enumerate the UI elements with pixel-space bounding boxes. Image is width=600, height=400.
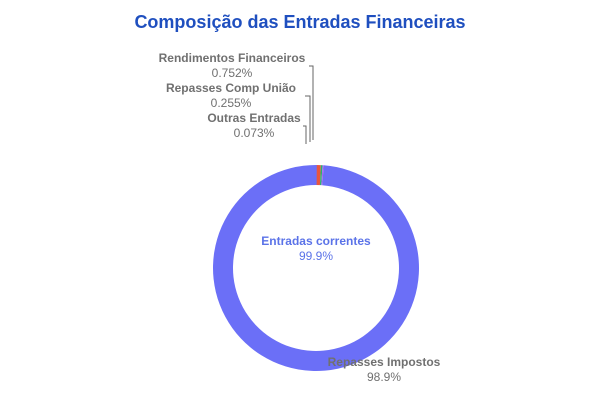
label-repasses-comp-uniao: Repasses Comp União [166, 81, 296, 95]
leader-rendimentos-financeiros [309, 65, 314, 140]
value-outras-entradas: 0.073% [234, 126, 275, 140]
slice-repasses-comp-uniao [319, 165, 323, 186]
slices-layer [212, 164, 419, 371]
label-outras-entradas: Outras Entradas [207, 111, 301, 125]
chart-title: Composição das Entradas Financeiras [134, 12, 466, 32]
value-rendimentos-financeiros: 0.752% [212, 66, 253, 80]
leader-lines [303, 65, 314, 144]
label-rendimentos-financeiros: Rendimentos Financeiros [159, 51, 306, 65]
label-repasses-impostos: Repasses Impostos [328, 355, 441, 369]
slice-rendimentos-financeiros [316, 165, 321, 186]
value-repasses-impostos: 98.9% [367, 370, 401, 384]
center-label: Entradas correntes [261, 234, 371, 248]
leader-outras-entradas [303, 125, 307, 144]
center-value: 99.9% [299, 249, 333, 263]
slice-repasses-impostos [212, 164, 419, 371]
leader-repasses-comp-uniao [305, 95, 311, 142]
slice-outras-entradas [321, 165, 324, 186]
value-repasses-comp-uniao: 0.255% [211, 96, 252, 110]
